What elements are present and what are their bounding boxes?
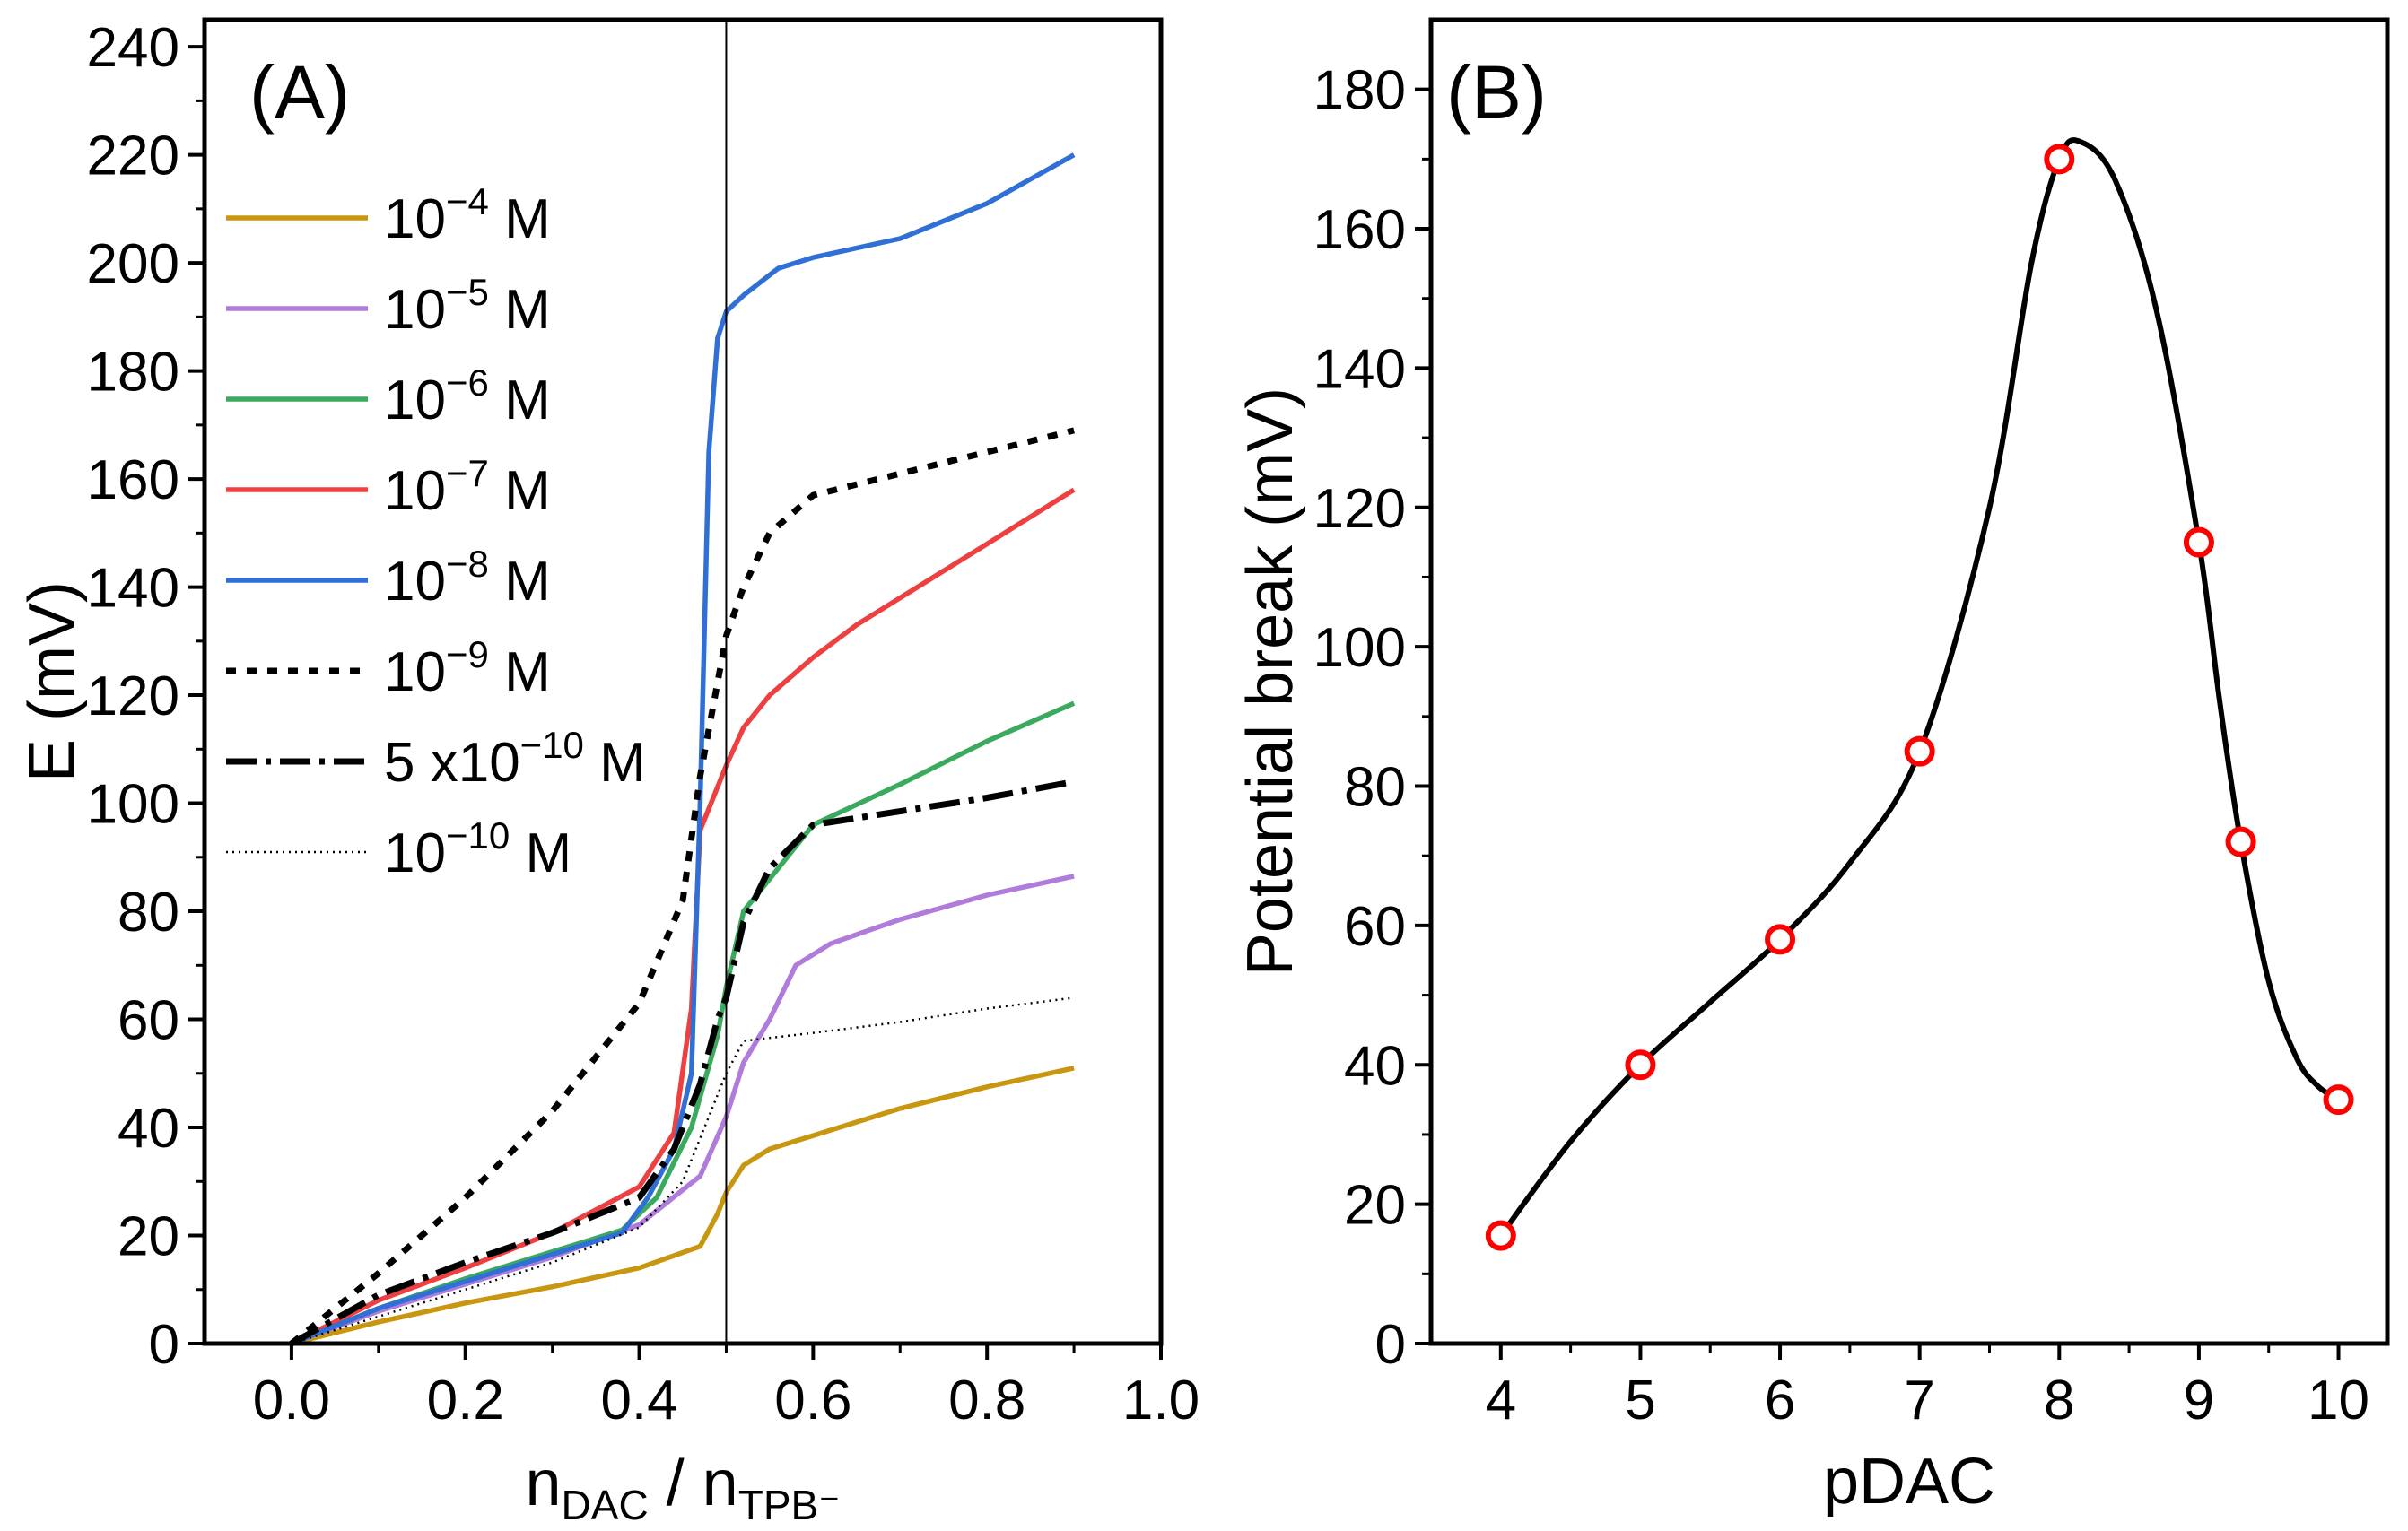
x-tick-label: 0.6	[774, 1370, 851, 1431]
series-line-10-m	[290, 700, 1076, 1346]
panel-b-ylabel: Potential break (mV)	[1235, 387, 1306, 976]
data-point-pdac-10	[2323, 1084, 2354, 1116]
y-tick-label: 100	[87, 774, 179, 836]
x-tick-label: 1.0	[1122, 1370, 1200, 1431]
legend-label-10-m: 10−8 M	[384, 543, 551, 613]
legend-label-10-m: 10−7 M	[384, 452, 551, 522]
x-tick-label: 5	[1625, 1370, 1655, 1431]
y-tick-label: 0	[1375, 1314, 1406, 1376]
y-tick-label: 140	[1313, 338, 1406, 400]
y-tick-label: 240	[87, 17, 179, 79]
y-tick-label: 20	[1344, 1175, 1406, 1237]
legend-label-10-m: 10−9 M	[384, 633, 551, 703]
legend-label-10-m: 10−6 M	[384, 361, 551, 431]
series-line-10-m	[291, 1066, 1075, 1346]
y-tick-label: 180	[87, 342, 179, 404]
x-tick-label: 0.2	[427, 1370, 504, 1431]
y-tick-label: 0	[149, 1314, 179, 1376]
y-tick-label: 40	[118, 1098, 179, 1160]
y-tick-label: 20	[118, 1206, 179, 1268]
data-point-pdac-9	[2183, 526, 2214, 558]
x-tick-label: 8	[2044, 1370, 2074, 1431]
y-tick-label: 120	[1313, 478, 1406, 540]
y-tick-label: 80	[118, 882, 179, 944]
x-tick-label: 7	[1904, 1370, 1934, 1431]
y-tick-label: 60	[118, 990, 179, 1052]
x-tick-label: 10	[2308, 1370, 2369, 1431]
series-line-10-m	[291, 996, 1075, 1345]
y-tick-label: 180	[1313, 60, 1406, 122]
legend-label-10-m: 10−4 M	[384, 180, 551, 250]
data-point-pdac-4	[1485, 1220, 1516, 1251]
fit-curve	[1498, 137, 2341, 1238]
y-tick-label: 60	[1344, 896, 1406, 958]
panel-b-label: (B)	[1446, 50, 1547, 135]
data-point-pdac-9-3	[2225, 826, 2256, 857]
panel-a: 0.0 0.2 0.4 0.6 0.8 1.0 0 20 40 60 80 100 120 140 160 1…	[16, 17, 1200, 1528]
data-point-pdac-5	[1625, 1049, 1656, 1081]
x-tick-label: 6	[1765, 1370, 1795, 1431]
y-tick-label: 140	[87, 558, 179, 620]
legend-label-5-x10-m: 5 x10−10 M	[384, 724, 646, 794]
panel-b-frame	[1428, 17, 2390, 1346]
panel-a-label: (A)	[249, 50, 350, 135]
series-line-5-x10-m	[290, 779, 1075, 1347]
y-tick-label: 40	[1344, 1035, 1406, 1097]
y-tick-label: 220	[87, 126, 179, 187]
legend-label-10-m: 10−10 M	[384, 814, 571, 884]
panel-b-data	[1485, 137, 2354, 1251]
x-tick-label: 0.4	[600, 1370, 677, 1431]
legend-label-10-m: 10−5 M	[384, 271, 551, 341]
x-tick-label: 0.8	[948, 1370, 1025, 1431]
x-tick-label: 4	[1486, 1370, 1516, 1431]
y-tick-label: 100	[1313, 617, 1406, 679]
panel-a-legend: 10−4 M 10−5 M 10−6 M 10−7 M 10−8 M 10−9 M 5 x1…	[226, 180, 646, 884]
series-line-10-m	[290, 152, 1076, 1346]
data-point-pdac-8	[2044, 144, 2075, 175]
panel-a-frame	[202, 17, 1164, 1346]
y-tick-label: 80	[1344, 757, 1406, 819]
panel-b-xlabel: pDAC	[1823, 1446, 1995, 1518]
data-point-pdac-7	[1904, 735, 1935, 767]
data-point-pdac-6	[1765, 924, 1796, 955]
x-tick-label: 9	[2184, 1370, 2214, 1431]
panel-a-xlabel: nDAC / nTPB⁻	[526, 1448, 841, 1528]
series-line-10-m	[290, 487, 1076, 1346]
y-tick-label: 120	[87, 665, 179, 727]
series-line-10-m	[290, 874, 1075, 1346]
y-tick-label: 160	[1313, 199, 1406, 261]
panel-a-ticks: 0.0 0.2 0.4 0.6 0.8 1.0 0 20 40 60 80 100 120 140 160 1…	[87, 17, 1200, 1431]
panel-a-ylabel: E (mV)	[16, 581, 88, 782]
x-tick-label: 0.0	[253, 1370, 330, 1431]
panel-a-data-lines	[289, 152, 1076, 1347]
y-tick-label: 200	[87, 233, 179, 295]
y-tick-label: 160	[87, 449, 179, 511]
